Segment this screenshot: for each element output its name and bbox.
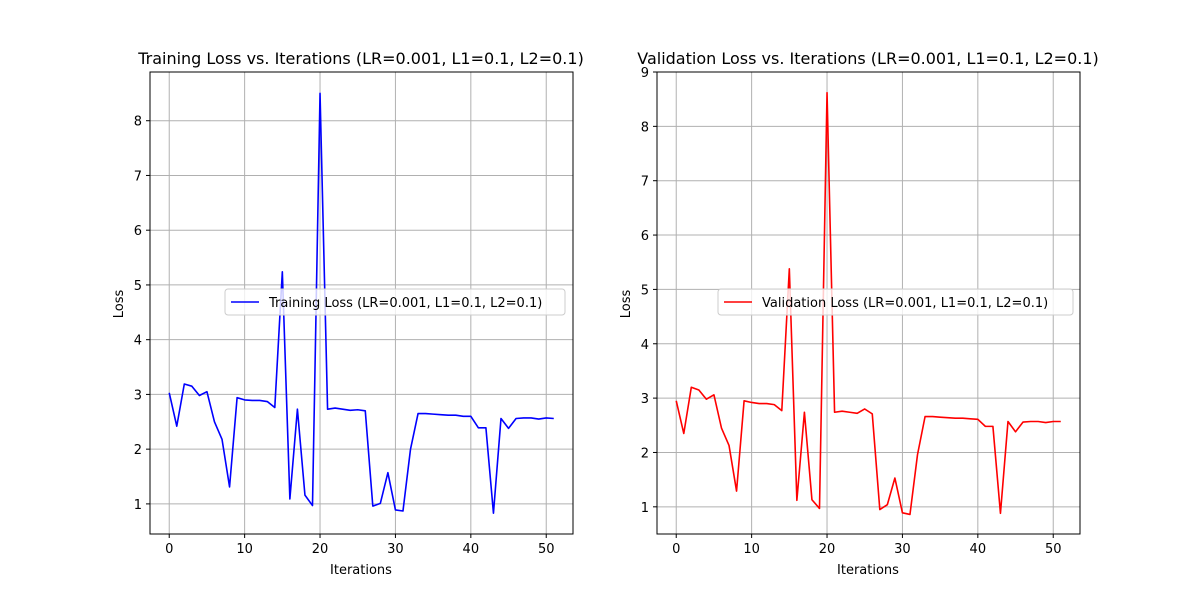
axes-frame	[656, 71, 1081, 535]
series-lines	[675, 91, 1061, 516]
axes-frame	[149, 71, 574, 535]
x-tick-label: 10	[236, 542, 253, 557]
legend-label: Validation Loss (LR=0.001, L1=0.1, L2=0.…	[762, 296, 1048, 311]
validation-loss-chart: Validation Loss vs. Iterations (LR=0.001…	[619, 49, 1099, 578]
x-tick-label: 0	[165, 542, 173, 557]
y-axis-label: Loss	[112, 290, 127, 319]
series-line	[675, 91, 1061, 516]
legend-box	[224, 288, 566, 316]
y-tick-label: 2	[134, 443, 142, 458]
x-tick-label: 50	[538, 542, 555, 557]
y-tick-label: 3	[641, 392, 649, 407]
x-tick-label: 30	[894, 542, 911, 557]
x-tick-label: 40	[970, 542, 987, 557]
legend-box	[717, 288, 1074, 316]
plot-area-border	[149, 71, 574, 535]
x-tick-label: 20	[819, 542, 836, 557]
y-tick-label: 9	[641, 66, 649, 81]
x-tick-label: 30	[387, 542, 404, 557]
y-axis-label: Loss	[619, 290, 634, 319]
y-tick-label: 4	[641, 338, 649, 353]
y-tick-label: 1	[134, 498, 142, 513]
y-tick-label: 5	[134, 279, 142, 294]
training-loss-chart: Training Loss vs. Iterations (LR=0.001, …	[112, 49, 584, 578]
chart-title: Training Loss vs. Iterations (LR=0.001, …	[137, 49, 584, 68]
series-line	[168, 92, 554, 515]
tick-labels: 0 10 20 30 40 50 1 2 3 4 5 6 7 8	[134, 115, 555, 557]
x-axis-label: Iterations	[330, 563, 392, 578]
y-tick-label: 7	[641, 175, 649, 190]
x-tick-label: 10	[743, 542, 760, 557]
y-tick-label: 4	[134, 334, 142, 349]
x-axis-label: Iterations	[837, 563, 899, 578]
x-tick-label: 50	[1045, 542, 1062, 557]
y-tick-label: 8	[134, 115, 142, 130]
x-tick-label: 0	[672, 542, 680, 557]
tick-labels: 0 10 20 30 40 50 1 2 3 4 5 6 7 8 9	[641, 66, 1062, 557]
legend: Validation Loss (LR=0.001, L1=0.1, L2=0.…	[717, 288, 1074, 316]
series-lines	[168, 92, 554, 515]
legend: Training Loss (LR=0.001, L1=0.1, L2=0.1)	[224, 288, 566, 316]
y-tick-label: 5	[641, 283, 649, 298]
y-tick-label: 6	[134, 224, 142, 239]
y-tick-label: 7	[134, 169, 142, 184]
chart-title: Validation Loss vs. Iterations (LR=0.001…	[637, 49, 1099, 68]
y-tick-label: 6	[641, 229, 649, 244]
y-tick-label: 8	[641, 120, 649, 135]
x-tick-label: 20	[312, 542, 329, 557]
x-tick-label: 40	[463, 542, 480, 557]
legend-label: Training Loss (LR=0.001, L1=0.1, L2=0.1)	[268, 296, 542, 311]
y-tick-label: 2	[641, 446, 649, 461]
y-tick-label: 3	[134, 388, 142, 403]
y-tick-label: 1	[641, 501, 649, 516]
plot-area-border	[656, 71, 1081, 535]
